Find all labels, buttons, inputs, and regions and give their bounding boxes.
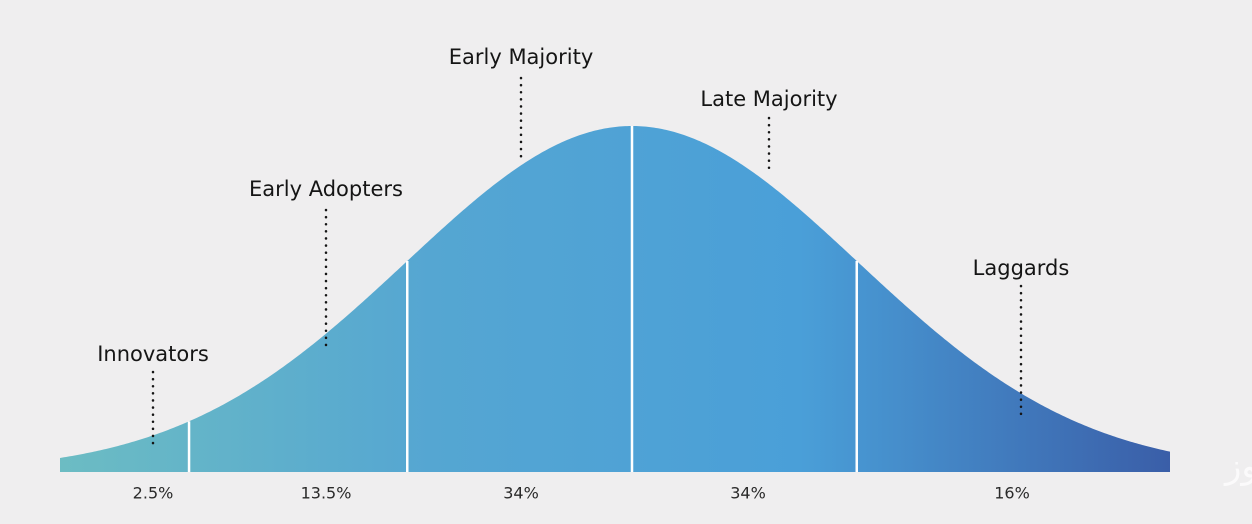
value-label: 16% [994,484,1030,503]
segment [407,126,632,472]
category-label: Early Adopters [249,177,403,201]
category-label: Innovators [97,342,209,366]
category-label: Late Majority [700,87,837,111]
value-label: 2.5% [133,484,174,503]
segment [189,260,408,472]
category-label: Laggards [973,256,1070,280]
segment [856,260,1170,472]
watermark: ایران ایکس نیوز [1223,447,1252,487]
segment [632,126,857,472]
value-label: 34% [503,484,539,503]
value-label: 34% [730,484,766,503]
category-label: Early Majority [449,45,594,69]
segment [60,421,190,472]
value-label: 13.5% [301,484,352,503]
